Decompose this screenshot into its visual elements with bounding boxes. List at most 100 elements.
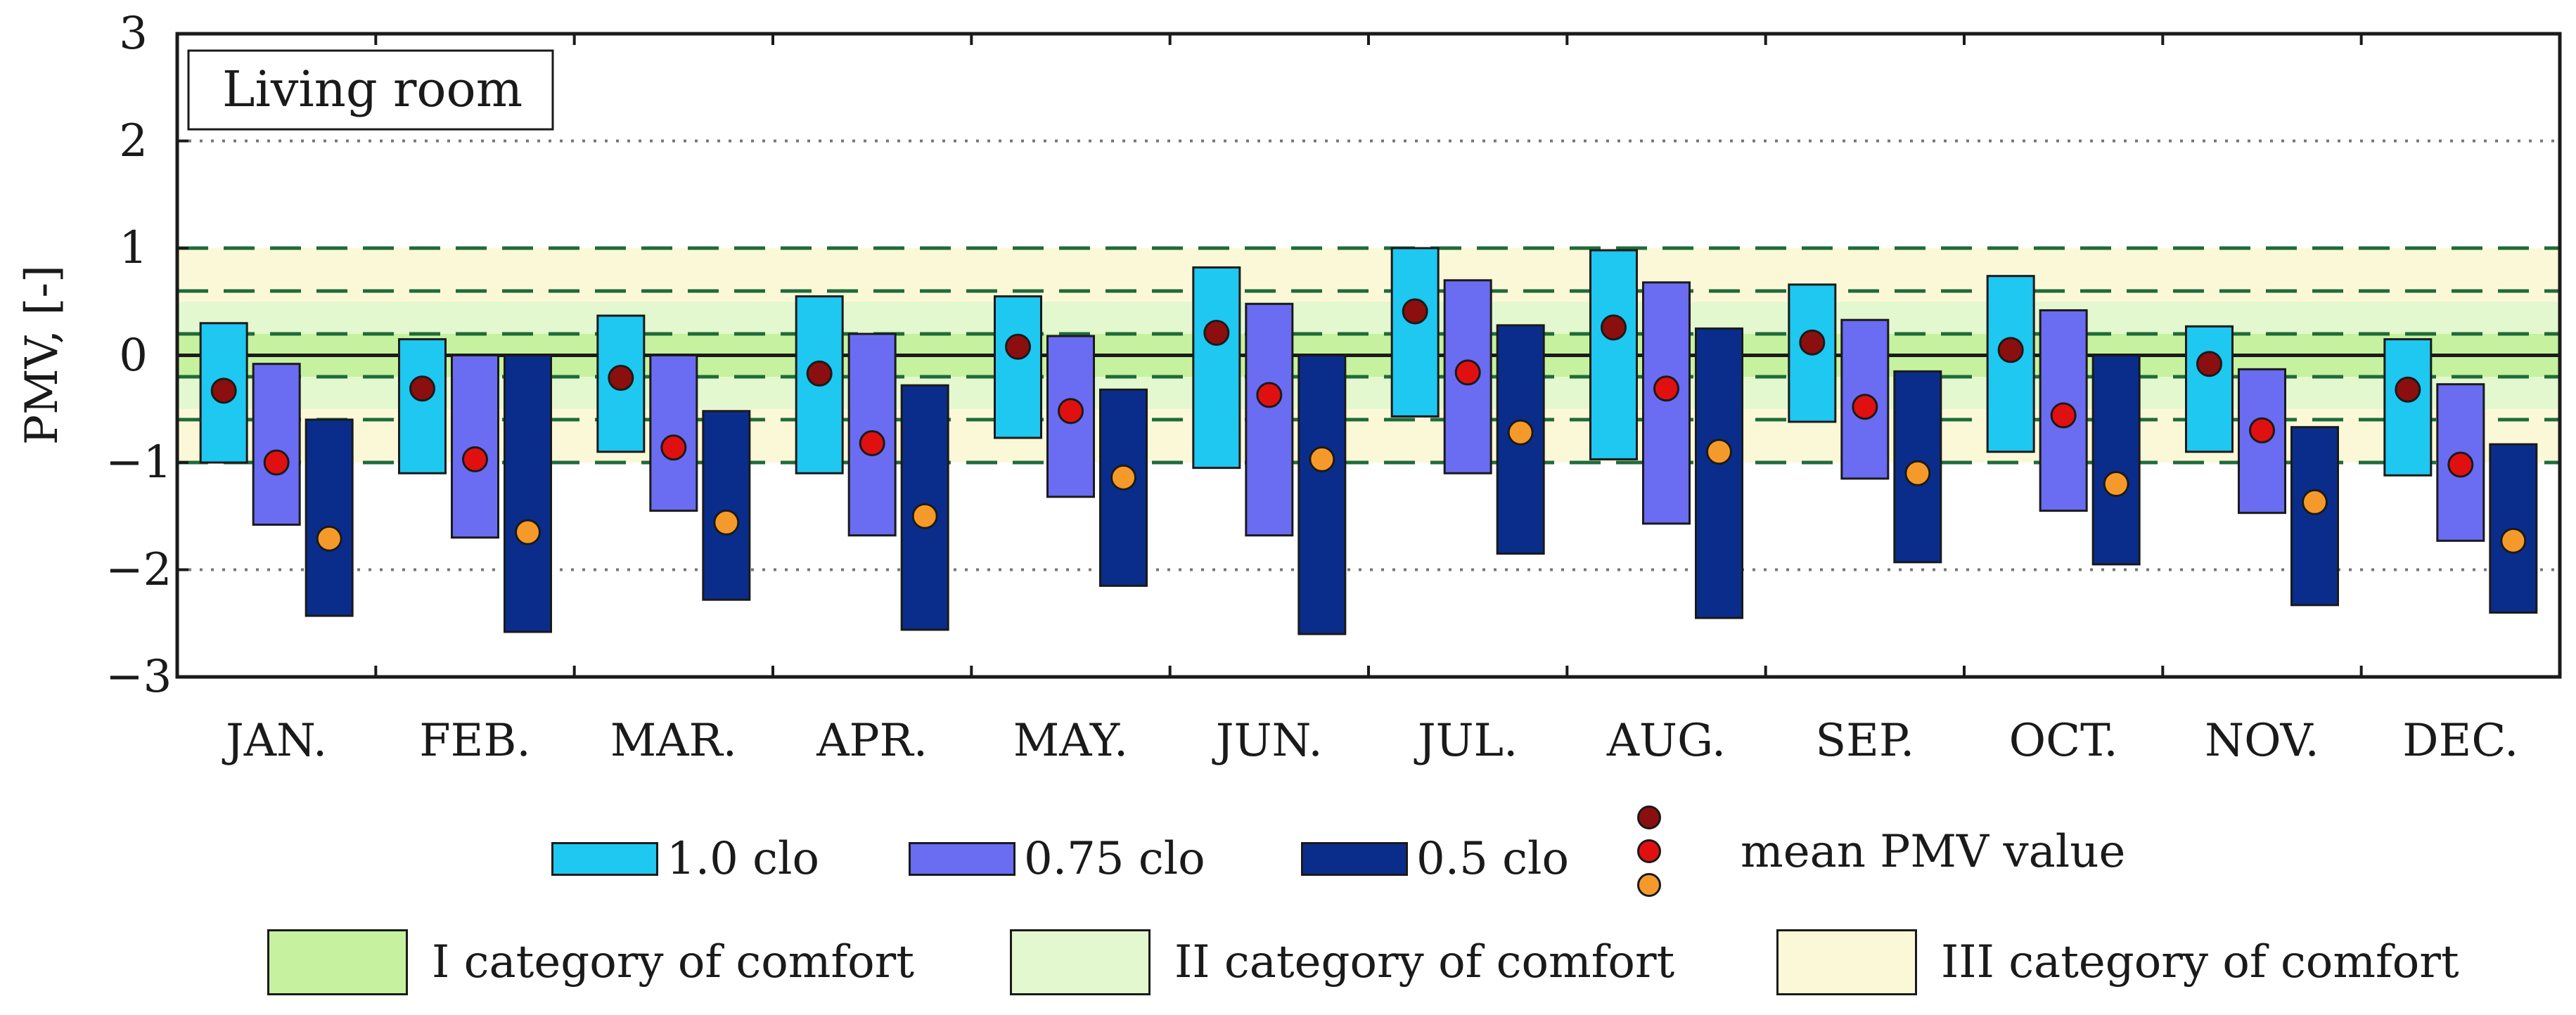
legend-0-75-clo: 0.75 clo [909,833,1205,885]
mean-dot-jan-0-75-clo [263,449,290,476]
mean-dot-mar-0-5-clo [713,509,740,536]
x-tick-label-jul: JUL. [1417,715,1518,767]
mean-dot-oct-1-0-clo [1997,337,2024,363]
y-tick-label: 3 [119,8,148,60]
mean-dot-dec-0-5-clo [2500,527,2527,554]
x-tick-label-feb: FEB. [419,715,531,767]
title-box [187,49,554,131]
mean-dots [210,298,2527,554]
mean-dot-mar-1-0-clo [608,365,634,392]
mean-dot-nov-0-5-clo [2302,489,2328,515]
legend-label-category-1: I category of comfort [432,936,914,988]
legend-1-0-clo: 1.0 clo [551,833,819,885]
chart-title: Living room [222,60,523,118]
x-tick-label-apr: APR. [816,715,928,767]
mean-dot-nov-0-75-clo [2249,417,2275,444]
y-tick-label: 0 [119,329,148,382]
mean-dot-feb-0-75-clo [462,446,488,472]
bar-jun-0-5-clo [1297,354,1347,635]
bar-oct-1-0-clo [1986,275,2035,453]
bar-aug-1-0-clo [1589,249,1638,460]
mean-dot-jun-0-5-clo [1309,446,1335,472]
y-axis-label: PMV, [-] [16,265,68,445]
bar-oct-0-5-clo [2091,354,2141,566]
mean-dot-mar-0-75-clo [660,434,687,461]
mean-dot-may-0-75-clo [1058,398,1084,425]
legend-swatch-category-3 [1776,929,1917,995]
x-tick-label-sep: SEP. [1815,715,1915,767]
legend-swatch-0-5-clo [1301,842,1408,876]
legend-swatch-category-1 [267,929,408,995]
mean-dot-aug-0-5-clo [1706,439,1732,465]
legend-label-0-75-clo: 0.75 clo [1024,833,1205,885]
mean-dot-jun-0-75-clo [1256,382,1283,408]
x-tick-label-aug: AUG. [1606,715,1726,767]
bar-aug-0-5-clo [1695,327,1743,619]
bar-jan-0-75-clo [252,363,301,526]
bar-nov-0-5-clo [2290,426,2339,607]
y-tick-label: 1 [119,222,148,274]
legend-category-1: I category of comfort [267,929,914,995]
legend-dot-dark-red [1637,806,1661,829]
legend-swatch-1-0-clo [551,842,658,876]
legend-swatch-category-2 [1010,929,1151,995]
bar-jan-0-5-clo [305,418,354,617]
bar-aug-0-75-clo [1642,281,1691,525]
legend-label-1-0-clo: 1.0 clo [667,833,819,885]
y-tick-label: −3 [105,651,172,703]
legend-dot-orange [1637,873,1661,897]
legend-label-mean: mean PMV value [1741,826,2126,878]
mean-dot-may-1-0-clo [1005,333,1031,360]
bar-jun-1-0-clo [1192,266,1241,470]
bar-may-1-0-clo [994,295,1042,439]
mean-dot-apr-0-5-clo [911,503,938,529]
y-tick-label: −2 [105,543,172,596]
mean-dot-jan-1-0-clo [210,377,237,404]
x-tick-label-nov: NOV. [2205,715,2319,767]
legend-mean-dots [1637,806,1661,897]
mean-dot-aug-1-0-clo [1601,314,1627,341]
mean-dot-sep-0-5-clo [1904,460,1931,486]
x-tick-label-oct: OCT. [2008,715,2118,767]
mean-dot-feb-0-5-clo [515,519,541,545]
legend-0-5-clo: 0.5 clo [1301,833,1569,885]
mean-dot-jul-0-75-clo [1454,359,1481,386]
y-tick-label: 2 [119,115,148,167]
mean-dot-jan-0-5-clo [316,525,342,552]
legend-label-0-5-clo: 0.5 clo [1416,833,1569,885]
legend-dot-red [1637,839,1661,863]
x-tick-label-dec: DEC. [2402,715,2519,767]
mean-dot-jun-1-0-clo [1203,319,1230,346]
legend-label-category-3: III category of comfort [1941,936,2459,988]
y-tick-label: −1 [105,437,172,489]
x-tick-label-may: MAY. [1013,715,1129,767]
bar-jun-0-75-clo [1245,302,1294,537]
x-tick-label-mar: MAR. [610,715,737,767]
x-tick-label-jan: JAN. [226,715,328,767]
x-tick-label-jun: JUN. [1215,715,1323,767]
legend-category-3: III category of comfort [1776,929,2459,995]
mean-dot-jul-1-0-clo [1402,298,1428,325]
mean-dot-oct-0-75-clo [2050,402,2077,429]
bar-dec-1-0-clo [2383,338,2433,477]
legend-label-category-2: II category of comfort [1174,936,1675,988]
bar-feb-0-5-clo [504,354,552,633]
mean-dot-sep-1-0-clo [1799,329,1826,356]
gridlines [177,139,2560,571]
bar-nov-1-0-clo [2185,325,2234,453]
mean-dot-dec-0-75-clo [2447,451,2474,478]
legend-category-2: II category of comfort [1010,929,1674,995]
mean-dot-may-0-5-clo [1110,464,1136,491]
mean-dot-nov-1-0-clo [2196,351,2222,377]
bar-jul-1-0-clo [1390,247,1440,418]
mean-dot-dec-1-0-clo [2395,376,2421,403]
mean-dot-sep-0-75-clo [1852,394,1878,420]
mean-dot-apr-1-0-clo [806,360,833,387]
legend-swatch-0-75-clo [909,842,1015,876]
mean-dot-feb-1-0-clo [409,375,435,402]
mean-dot-oct-0-5-clo [2103,471,2129,497]
bar-feb-1-0-clo [398,338,447,474]
bar-mar-0-5-clo [702,410,751,601]
bar-mar-0-75-clo [649,354,698,512]
